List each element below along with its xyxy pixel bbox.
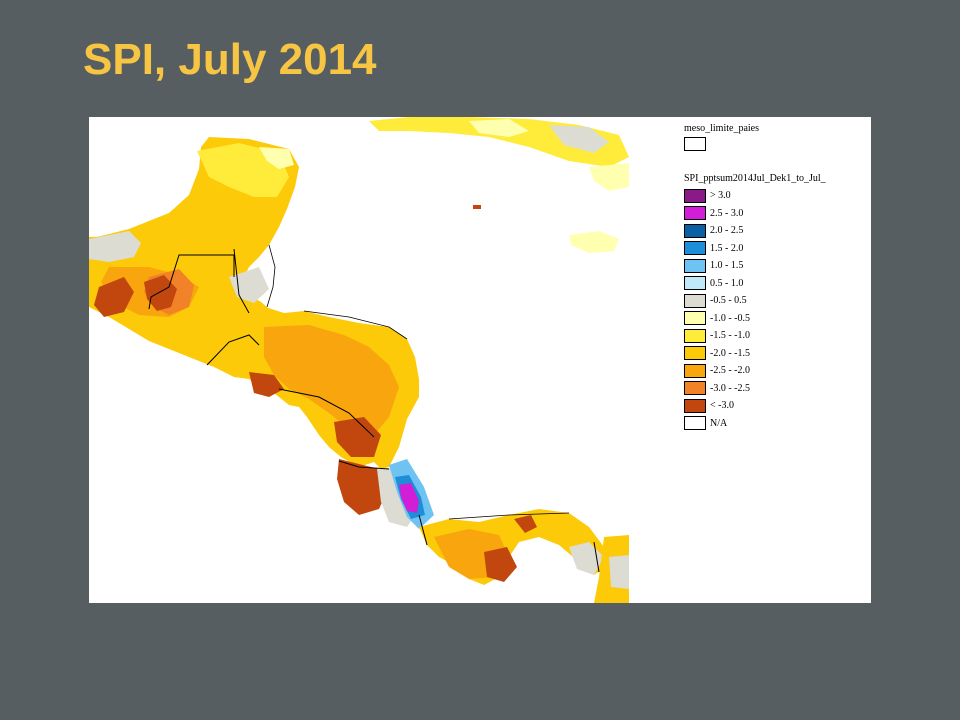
legend-swatch <box>684 206 706 221</box>
legend-class-list: > 3.0 2.5 - 3.0 2.0 - 2.5 1.5 - 2.0 1.0 - 1.… <box>684 187 750 432</box>
legend-label: -2.5 - -2.0 <box>710 365 750 377</box>
legend-row: 0.5 - 1.0 <box>684 275 750 293</box>
legend-swatch <box>684 241 706 256</box>
legend-row: 2.5 - 3.0 <box>684 205 750 223</box>
map-right-clip <box>629 117 871 603</box>
panama-dark <box>484 547 517 582</box>
legend-label: > 3.0 <box>710 190 731 202</box>
legend-swatch <box>684 311 706 326</box>
legend-label: -1.5 - -1.0 <box>710 330 750 342</box>
legend-label: 0.5 - 1.0 <box>710 277 744 289</box>
mainland-central-america <box>89 137 629 603</box>
jamaica-island <box>569 231 619 253</box>
legend-swatch <box>684 188 706 203</box>
legend-row: -2.0 - -1.5 <box>684 345 750 363</box>
legend-row: N/A <box>684 415 750 433</box>
legend-row: 2.0 - 2.5 <box>684 222 750 240</box>
boundary-mexico-guatemala <box>148 254 235 310</box>
boundary-layer-swatch <box>684 137 706 151</box>
yucatan-pale-patch-2 <box>259 147 294 169</box>
legend-label: -3.0 - -2.5 <box>710 382 750 394</box>
coastline-panama-north <box>448 512 570 520</box>
cuba-pale <box>469 119 529 137</box>
spi-map-panel: meso_limite_paies SPI_pptsum2014Jul_Dek1… <box>89 117 871 603</box>
legend-swatch <box>684 398 706 413</box>
legend-row: < -3.0 <box>684 397 750 415</box>
nicaragua-dark <box>337 459 389 515</box>
legend-row: -1.0 - -0.5 <box>684 310 750 328</box>
legend-row: -1.5 - -1.0 <box>684 327 750 345</box>
legend-label: 1.0 - 1.5 <box>710 260 744 272</box>
spi-map <box>89 117 871 603</box>
legend-swatch <box>684 276 706 291</box>
legend-label: 2.0 - 2.5 <box>710 225 744 237</box>
legend-swatch <box>684 328 706 343</box>
neutral-patch-west <box>89 231 141 262</box>
costa-rica-wet-purple <box>399 483 419 513</box>
boundary-belize <box>233 248 250 314</box>
legend-swatch <box>684 363 706 378</box>
legend-row: 1.0 - 1.5 <box>684 257 750 275</box>
country-boundaries <box>148 248 600 573</box>
coastline-honduras-north <box>303 310 408 340</box>
coastline-belize <box>266 244 276 308</box>
boundary-honduras-nicaragua <box>278 388 375 438</box>
small-island-red <box>473 205 481 209</box>
caribbean-islands <box>369 117 629 253</box>
honduras-orange <box>264 325 399 435</box>
legend-swatch <box>684 381 706 396</box>
coastline <box>266 244 570 520</box>
legend-swatch <box>684 223 706 238</box>
legend-row: 1.5 - 2.0 <box>684 240 750 258</box>
legend-label: < -3.0 <box>710 400 734 412</box>
slide-title: SPI, July 2014 <box>83 35 377 84</box>
legend-label: 1.5 - 2.0 <box>710 242 744 254</box>
legend-label: 2.5 - 3.0 <box>710 207 744 219</box>
colombia-edge-neutral <box>609 555 629 589</box>
legend-row: -3.0 - -2.5 <box>684 380 750 398</box>
boundary-nicaragua-costarica <box>338 460 390 470</box>
boundary-guatemala-honduras <box>206 334 260 366</box>
panama-dark-east <box>514 515 537 533</box>
legend-label: -0.5 - 0.5 <box>710 295 747 307</box>
boundary-layer-title: meso_limite_paies <box>684 123 759 134</box>
legend-swatch <box>684 293 706 308</box>
boundary-costarica-panama <box>418 514 428 546</box>
legend-label: -1.0 - -0.5 <box>710 312 750 324</box>
legend-swatch <box>684 258 706 273</box>
legend-row: > 3.0 <box>684 187 750 205</box>
legend-row: -0.5 - 0.5 <box>684 292 750 310</box>
legend-label: N/A <box>710 417 728 429</box>
legend-label: -2.0 - -1.5 <box>710 347 750 359</box>
legend-swatch <box>684 416 706 431</box>
legend-row: -2.5 - -2.0 <box>684 362 750 380</box>
hispaniola-edge <box>589 163 629 191</box>
spi-layer-title: SPI_pptsum2014Jul_Dek1_to_Jul_ <box>684 173 826 184</box>
dark-orange-patch-guatemala <box>144 275 177 311</box>
dark-orange-patch-west <box>94 277 134 317</box>
legend-swatch <box>684 346 706 361</box>
el-salvador-dark <box>249 372 284 397</box>
cuba-neutral <box>549 125 609 153</box>
boundary-panama-colombia <box>593 541 600 573</box>
honduras-dark-patch <box>334 417 381 457</box>
